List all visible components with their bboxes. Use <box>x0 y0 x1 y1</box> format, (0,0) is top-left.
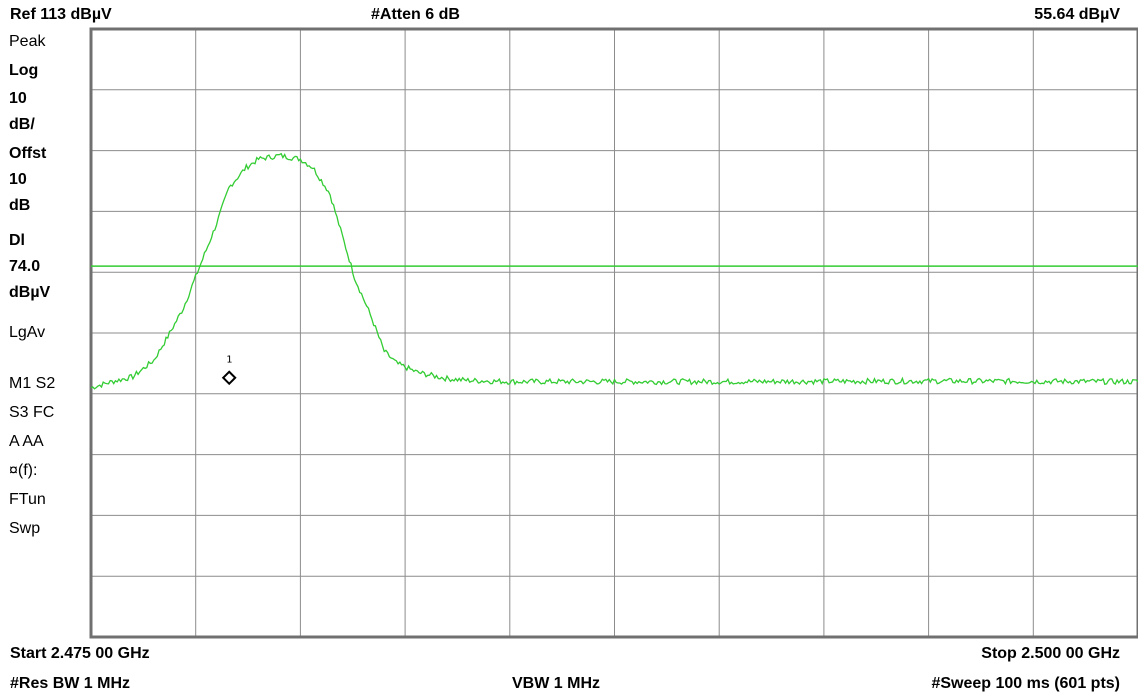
display-line-value: 74.0 <box>9 258 41 275</box>
detector-label: Peak <box>9 33 46 50</box>
ftun-label: FTun <box>9 491 46 508</box>
scale-unit: dB/ <box>9 116 35 133</box>
marker-diamond <box>221 370 237 386</box>
trace-state-a-aa: A AA <box>9 433 44 450</box>
stop-frequency: Stop 2.500 00 GHz <box>981 645 1120 662</box>
sweep-time: #Sweep 100 ms (601 pts) <box>931 675 1120 692</box>
start-frequency: Start 2.475 00 GHz <box>10 645 150 662</box>
offset-unit: dB <box>9 197 31 214</box>
offset-label: Offst <box>9 145 47 162</box>
scale-type-label: Log <box>9 62 39 79</box>
plot-border <box>89 27 1138 639</box>
sweep-label: Swp <box>9 520 41 537</box>
marker-readout: 55.64 dBµV <box>1034 6 1120 23</box>
video-bandwidth: VBW 1 MHz <box>512 675 600 692</box>
display-line-unit: dBµV <box>9 284 51 301</box>
trace-state-s3-fc: S3 FC <box>9 404 55 421</box>
trace-line <box>90 152 1138 390</box>
trace-state-m1-s2: M1 S2 <box>9 375 56 392</box>
average-type-label: LgAv <box>9 324 46 341</box>
scale-value: 10 <box>9 90 27 107</box>
resolution-bandwidth: #Res BW 1 MHz <box>10 675 131 692</box>
ref-level-label: Ref 113 dBµV <box>10 6 112 23</box>
offset-value: 10 <box>9 171 27 188</box>
freq-function-label: ¤(f): <box>9 462 38 479</box>
attenuation-label: #Atten 6 dB <box>371 6 460 23</box>
display-line-label: Dl <box>9 232 25 249</box>
marker-label: 1 <box>226 355 232 366</box>
